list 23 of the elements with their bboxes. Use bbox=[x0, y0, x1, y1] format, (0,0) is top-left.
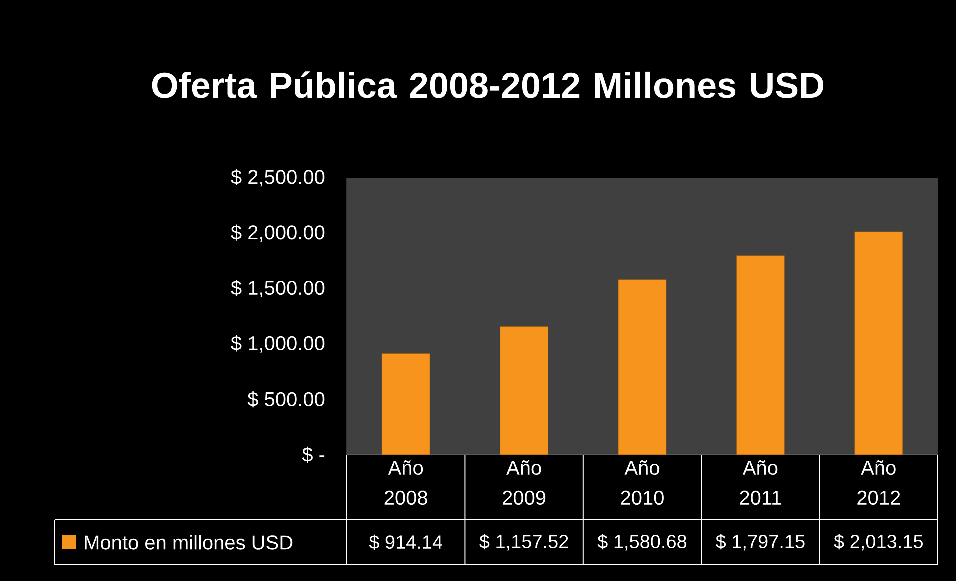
y-tick-label: $ 2,500.00 bbox=[231, 169, 325, 187]
chart-title: Oferta Pública 2008-2012 Millones USD bbox=[152, 72, 824, 98]
y-tick-label: $ 1,500.00 bbox=[231, 280, 325, 298]
y-tick-label: $ 2,000.00 bbox=[231, 224, 325, 242]
bar bbox=[854, 232, 904, 456]
y-tick-label: $ 500.00 bbox=[248, 392, 325, 408]
x-tick-label: Año 2012 bbox=[858, 460, 900, 506]
x-tick-label: Año 2009 bbox=[503, 460, 546, 506]
data-label: $ 1,157.52 bbox=[480, 534, 568, 551]
data-label: $ 2,013.15 bbox=[834, 534, 923, 551]
x-tick-label: Año 2010 bbox=[621, 460, 664, 506]
x-tick-label: Año 2008 bbox=[384, 460, 428, 506]
data-label: $ 914.14 bbox=[369, 534, 442, 550]
y-tick-label: $ - bbox=[302, 446, 325, 464]
bar bbox=[382, 354, 430, 456]
data-label: $ 1,580.68 bbox=[598, 534, 687, 551]
y-tick-label: $ 1,000.00 bbox=[231, 336, 325, 353]
bar bbox=[500, 326, 548, 456]
data-label: $ 1,797.15 bbox=[716, 534, 805, 551]
bar bbox=[618, 280, 667, 456]
x-tick-label: Año 2011 bbox=[740, 460, 782, 506]
bar bbox=[736, 256, 785, 456]
legend-label: Monto en millones USD bbox=[85, 535, 293, 550]
